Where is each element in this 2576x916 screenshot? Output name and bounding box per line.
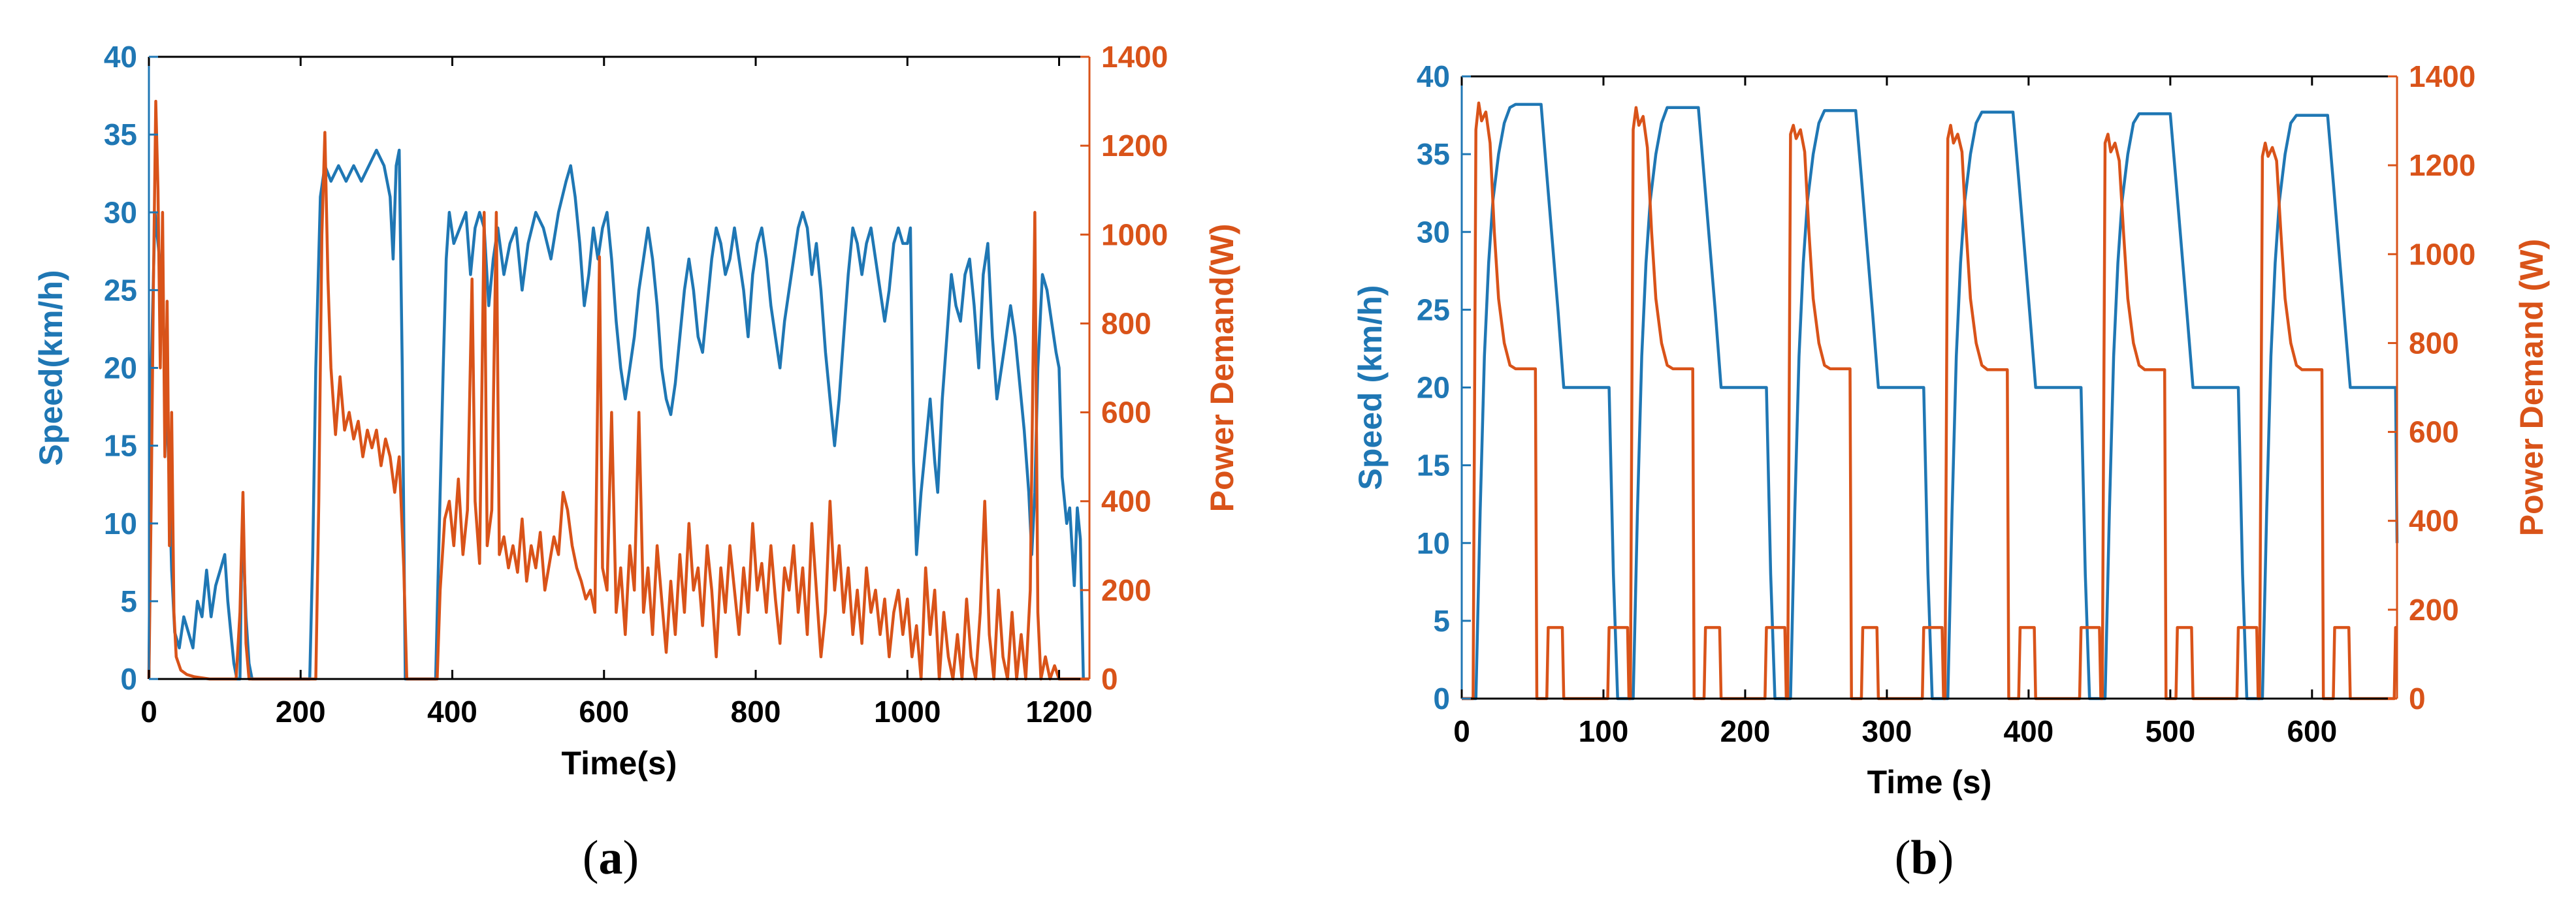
left-y-tick-label: 15 xyxy=(104,429,137,463)
x-tick-label: 600 xyxy=(579,695,629,729)
left-y-tick-label: 20 xyxy=(104,351,137,385)
x-tick-label: 600 xyxy=(2287,714,2337,748)
panel-a: 0 200 400 600 800 1000 12000510152025303540020… xyxy=(33,40,1240,885)
x-tick-label: 800 xyxy=(731,695,781,729)
left-y-tick-label: 0 xyxy=(120,662,137,696)
right-y-tick-label: 1400 xyxy=(1101,40,1168,74)
right-y-tick-label: 0 xyxy=(1101,662,1118,696)
right-y-tick-label: 600 xyxy=(1101,396,1151,430)
left-y-tick-label: 5 xyxy=(1433,604,1450,638)
panel-caption: (b) xyxy=(1895,831,1954,885)
left-y-tick-label: 10 xyxy=(1417,526,1450,560)
left-y-tick-label: 40 xyxy=(104,40,137,74)
left-y-tick-label: 30 xyxy=(104,195,137,229)
right-y-tick-label: 0 xyxy=(2409,682,2426,716)
caption-paren-open: ( xyxy=(1895,831,1911,885)
caption-paren-close: ) xyxy=(1938,831,1954,885)
x-tick-label: 200 xyxy=(1720,714,1771,748)
x-tick-label: 200 xyxy=(276,695,326,729)
left-y-tick-label: 35 xyxy=(1417,137,1450,171)
x-tick-label: 0 xyxy=(140,695,157,729)
left-y-tick-label: 5 xyxy=(120,584,137,618)
left-y-tick-label: 10 xyxy=(104,507,137,541)
right-y-tick-label: 200 xyxy=(2409,593,2459,627)
x-tick-label: 1000 xyxy=(874,695,941,729)
left-y-tick-label: 40 xyxy=(1417,59,1450,93)
left-y-tick-label: 20 xyxy=(1417,371,1450,405)
right-y-tick-label: 1200 xyxy=(2409,148,2475,182)
x-tick-label: 400 xyxy=(427,695,477,729)
right-y-axis-label: Power Demand (W) xyxy=(2513,239,2550,537)
x-tick-label: 300 xyxy=(1862,714,1912,748)
power-series-line xyxy=(1462,101,2398,701)
left-y-tick-label: 35 xyxy=(104,118,137,151)
caption-paren-open: ( xyxy=(583,831,599,885)
caption-letter: b xyxy=(1910,831,1937,885)
right-y-tick-label: 200 xyxy=(1101,573,1151,607)
x-tick-label: 500 xyxy=(2145,714,2195,748)
x-tick-label: 100 xyxy=(1579,714,1629,748)
speed-series-line xyxy=(147,148,1089,681)
power-series-line xyxy=(147,99,1089,681)
right-y-tick-label: 1000 xyxy=(1101,217,1168,251)
right-y-tick-label: 1400 xyxy=(2409,59,2475,93)
left-y-axis-label: Speed (km/h) xyxy=(1352,285,1389,490)
right-y-tick-label: 400 xyxy=(2409,504,2459,538)
x-axis-label: Time (s) xyxy=(1867,764,1992,800)
panel-caption: (a) xyxy=(583,831,639,885)
left-y-axis-label: Speed(km/h) xyxy=(33,270,69,466)
right-y-tick-label: 1000 xyxy=(2409,237,2475,271)
left-y-tick-label: 15 xyxy=(1417,449,1450,482)
right-y-tick-label: 800 xyxy=(2409,326,2459,360)
right-y-tick-label: 800 xyxy=(1101,306,1151,340)
right-y-axis-label: Power Demand(W) xyxy=(1204,224,1240,513)
left-y-tick-label: 30 xyxy=(1417,215,1450,249)
left-y-tick-label: 0 xyxy=(1433,682,1450,716)
x-axis-label: Time(s) xyxy=(562,745,677,782)
x-tick-label: 0 xyxy=(1453,714,1470,748)
left-y-tick-label: 25 xyxy=(104,273,137,307)
x-tick-label: 400 xyxy=(2004,714,2054,748)
caption-letter: a xyxy=(599,831,623,885)
panel-b: 0 100 200 300 400 500 600051015202530354002004… xyxy=(1352,59,2550,885)
left-y-tick-label: 25 xyxy=(1417,292,1450,326)
right-y-tick-label: 400 xyxy=(1101,484,1151,518)
x-tick-label: 1200 xyxy=(1025,695,1092,729)
right-y-tick-label: 600 xyxy=(2409,415,2459,449)
caption-paren-close: ) xyxy=(623,831,639,885)
speed-series-line xyxy=(1462,103,2399,701)
right-y-tick-label: 1200 xyxy=(1101,129,1168,163)
